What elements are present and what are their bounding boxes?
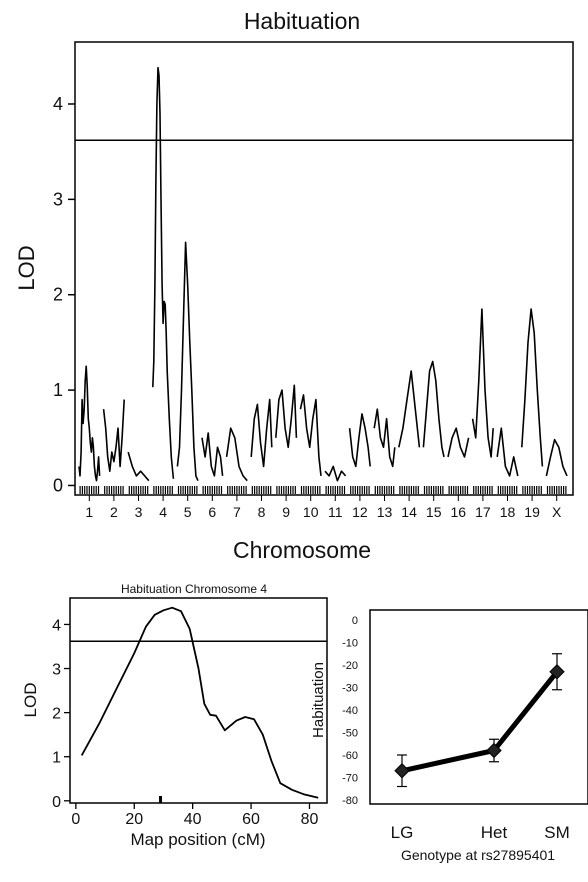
genotype-category-label: LG [391,823,414,842]
genome-scan-chromosome-label: 4 [159,504,167,520]
genotype-series [394,653,565,788]
chromosome4-x-ticks: 0 20 40 60 80 [71,803,318,828]
genotype-y-tick-label: -40 [342,705,358,717]
genome-scan-y-ticks: 0 1 2 3 4 [53,94,75,495]
genome-scan-line-chr-X [545,438,568,477]
genome-scan-line-chr-17 [471,308,494,458]
chromosome4-y-tick-label: 3 [52,662,61,679]
genome-scan-y-tick-label: 1 [53,380,63,400]
genome-scan-chromosome-label: 8 [258,504,266,520]
genome-scan-line-chr-6 [201,432,224,477]
genotype-y-tick-label: -60 [342,750,358,762]
chromosome4-y-tick-label: 4 [52,617,61,634]
genotype-category-label: Het [481,823,508,842]
genome-scan-plot-frame [74,41,574,496]
chromosome4-y-axis-label: LOD [21,683,40,718]
genome-scan-chromosome-label: 5 [184,504,192,520]
chromosome4-title: Habituation Chromosome 4 [121,582,267,596]
chromosome4-x-tick-label: 0 [71,811,80,828]
genome-scan-y-tick-label: 0 [53,475,63,495]
genome-scan-chromosome-label: 10 [303,504,319,520]
genome-scan-line-chr-16 [447,427,470,458]
genome-scan-y-tick-label: 2 [53,285,63,305]
genotype-y-axis-label: Habituation [310,662,327,738]
genome-scan-line-chr-18 [496,427,519,477]
genome-scan-chromosome-label: 11 [328,504,343,520]
genome-scan-y-tick-label: 3 [53,189,63,209]
genome-scan-line-chr-5 [176,241,199,482]
genome-scan-chromosome-label: 18 [500,504,516,520]
genome-scan-marker-rug [79,486,567,494]
genome-scan-x-axis-label: Chromosome [233,537,371,563]
genome-scan-chromosome-label: 3 [135,504,143,520]
chromosome4-x-tick-label: 80 [301,811,319,828]
chromosome4-x-tick-label: 40 [184,811,202,828]
genome-scan-line-chr-15 [422,360,445,458]
genome-scan-line-chr-8 [250,398,273,468]
genome-scan-chromosome-label: X [552,504,562,520]
genotype-mean-marker [486,742,502,759]
genotype-category-label: SM [544,823,570,842]
genotype-mean-marker [549,664,565,680]
genome-scan-line-chr-14 [398,370,421,448]
genome-scan-line-chr-7 [225,427,248,482]
genome-scan-chromosome-label: 14 [401,504,417,520]
chromosome4-line [80,606,319,799]
genome-scan-line-chr-2 [102,399,125,473]
genome-scan-line-chr-19 [521,308,544,467]
chromosome4-x-axis-label: Map position (cM) [130,830,265,849]
genotype-y-tick-label: -20 [342,660,358,672]
genome-scan-line-chr-10 [299,394,322,476]
chromosome4-x-tick-label: 60 [242,811,260,828]
genome-scan-chromosome-label: 7 [233,504,241,520]
genome-scan-line-chr-11 [324,465,347,482]
genome-scan-lines [78,66,568,482]
genome-scan-chromosome-label: 15 [426,504,442,520]
genome-scan-chromosome-label: 12 [352,504,368,520]
genotype-y-tick-label: -70 [342,773,358,785]
genome-scan-line-chr-3 [127,451,150,482]
genotype-y-ticks: 0 -10 -20 -30 -40 -50 -60 -70 -80 [342,615,358,807]
genome-scan-chromosome-label: 6 [208,504,216,520]
genome-scan-chromosome-label: 9 [282,504,290,520]
genotype-plot-frame [369,609,588,805]
genome-scan-y-tick-label: 4 [53,94,63,114]
chromosome4-lod-line [80,606,319,799]
genotype-x-axis-label: Genotype at rs27895401 [401,847,555,863]
chromosome4-x-tick-label: 20 [125,811,143,828]
genotype-mean-marker [394,763,410,779]
genome-scan-title: Habituation [244,8,360,34]
genome-scan-chromosome-labels: 1 2 3 4 5 6 7 8 9 10 11 12 13 14 15 16 17 18 19 X [85,495,562,520]
genome-scan-chromosome-label: 17 [475,504,491,520]
genome-scan-line-chr-4 [152,66,175,479]
genome-scan-chromosome-label: 2 [110,504,118,520]
genotype-y-tick-label: 0 [352,615,358,627]
genome-scan-chromosome-label: 16 [451,504,467,520]
genome-scan-chromosome-label: 13 [377,504,393,520]
genotype-x-ticks: LG Het SM [391,823,570,842]
chromosome4-panel: Habituation Chromosome 4 0 1 2 3 4 0 20 40 60 80… [21,582,328,849]
genome-scan-line-chr-12 [348,413,371,468]
genotype-y-tick-label: -30 [342,683,358,695]
genotype-panel: 0 -10 -20 -30 -40 -50 -60 -70 -80 LG Het SM Habitu… [310,609,588,863]
chromosome4-y-tick-label: 2 [52,706,61,723]
genome-scan-line-chr-9 [275,384,298,449]
genome-scan-y-axis-label: LOD [14,245,39,290]
genome-scan-chromosome-label: 19 [524,504,540,520]
chromosome4-plot-frame [69,597,328,804]
genome-scan-line-chr-13 [373,408,396,468]
chromosome4-y-tick-label: 1 [52,750,61,767]
genotype-y-tick-label: -80 [342,795,358,807]
genotype-y-tick-label: -10 [342,638,358,650]
chromosome4-y-ticks: 0 1 2 3 4 [52,617,70,811]
genotype-mean-line [401,670,559,774]
genome-scan-chromosome-label: 1 [85,504,93,520]
genotype-y-tick-label: -50 [342,728,358,740]
chromosome4-y-tick-label: 0 [52,794,61,811]
genome-scan-line-chr-1 [78,365,101,482]
